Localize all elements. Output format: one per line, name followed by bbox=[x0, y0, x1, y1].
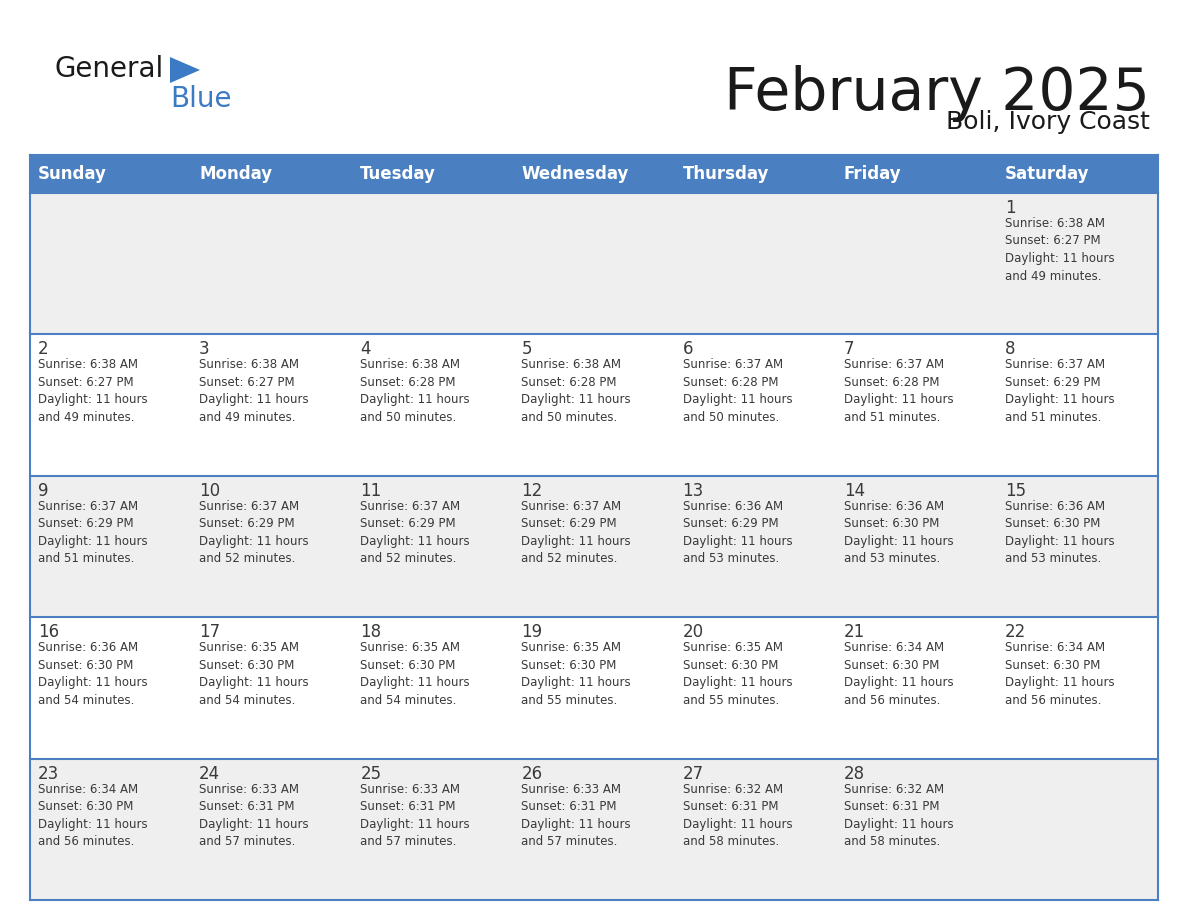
Text: Sunrise: 6:33 AM
Sunset: 6:31 PM
Daylight: 11 hours
and 57 minutes.: Sunrise: 6:33 AM Sunset: 6:31 PM Dayligh… bbox=[522, 783, 631, 848]
Text: Sunrise: 6:35 AM
Sunset: 6:30 PM
Daylight: 11 hours
and 55 minutes.: Sunrise: 6:35 AM Sunset: 6:30 PM Dayligh… bbox=[522, 641, 631, 707]
Text: 9: 9 bbox=[38, 482, 49, 499]
Text: Sunrise: 6:37 AM
Sunset: 6:28 PM
Daylight: 11 hours
and 51 minutes.: Sunrise: 6:37 AM Sunset: 6:28 PM Dayligh… bbox=[843, 358, 953, 424]
Text: Sunrise: 6:37 AM
Sunset: 6:29 PM
Daylight: 11 hours
and 51 minutes.: Sunrise: 6:37 AM Sunset: 6:29 PM Dayligh… bbox=[1005, 358, 1114, 424]
Text: Sunrise: 6:37 AM
Sunset: 6:28 PM
Daylight: 11 hours
and 50 minutes.: Sunrise: 6:37 AM Sunset: 6:28 PM Dayligh… bbox=[683, 358, 792, 424]
Text: Sunrise: 6:36 AM
Sunset: 6:29 PM
Daylight: 11 hours
and 53 minutes.: Sunrise: 6:36 AM Sunset: 6:29 PM Dayligh… bbox=[683, 499, 792, 565]
Text: 13: 13 bbox=[683, 482, 703, 499]
Bar bbox=[30, 155, 1158, 193]
Text: Sunrise: 6:33 AM
Sunset: 6:31 PM
Daylight: 11 hours
and 57 minutes.: Sunrise: 6:33 AM Sunset: 6:31 PM Dayligh… bbox=[360, 783, 470, 848]
Text: Tuesday: Tuesday bbox=[360, 165, 436, 183]
Text: 1: 1 bbox=[1005, 199, 1016, 217]
Bar bbox=[30, 758, 1158, 900]
Text: Sunrise: 6:38 AM
Sunset: 6:27 PM
Daylight: 11 hours
and 49 minutes.: Sunrise: 6:38 AM Sunset: 6:27 PM Dayligh… bbox=[1005, 217, 1114, 283]
Bar bbox=[30, 334, 1158, 476]
Text: Sunrise: 6:36 AM
Sunset: 6:30 PM
Daylight: 11 hours
and 53 minutes.: Sunrise: 6:36 AM Sunset: 6:30 PM Dayligh… bbox=[1005, 499, 1114, 565]
Text: 19: 19 bbox=[522, 623, 543, 641]
Bar bbox=[30, 193, 1158, 334]
Text: Sunrise: 6:34 AM
Sunset: 6:30 PM
Daylight: 11 hours
and 56 minutes.: Sunrise: 6:34 AM Sunset: 6:30 PM Dayligh… bbox=[1005, 641, 1114, 707]
Text: February 2025: February 2025 bbox=[725, 65, 1150, 122]
Text: Sunrise: 6:35 AM
Sunset: 6:30 PM
Daylight: 11 hours
and 55 minutes.: Sunrise: 6:35 AM Sunset: 6:30 PM Dayligh… bbox=[683, 641, 792, 707]
Text: 8: 8 bbox=[1005, 341, 1016, 358]
Text: Sunrise: 6:38 AM
Sunset: 6:28 PM
Daylight: 11 hours
and 50 minutes.: Sunrise: 6:38 AM Sunset: 6:28 PM Dayligh… bbox=[522, 358, 631, 424]
Text: 25: 25 bbox=[360, 765, 381, 783]
Text: Sunrise: 6:35 AM
Sunset: 6:30 PM
Daylight: 11 hours
and 54 minutes.: Sunrise: 6:35 AM Sunset: 6:30 PM Dayligh… bbox=[200, 641, 309, 707]
Text: 10: 10 bbox=[200, 482, 220, 499]
Text: Sunrise: 6:34 AM
Sunset: 6:30 PM
Daylight: 11 hours
and 56 minutes.: Sunrise: 6:34 AM Sunset: 6:30 PM Dayligh… bbox=[843, 641, 953, 707]
Text: 26: 26 bbox=[522, 765, 543, 783]
Text: Wednesday: Wednesday bbox=[522, 165, 628, 183]
Text: Sunrise: 6:36 AM
Sunset: 6:30 PM
Daylight: 11 hours
and 54 minutes.: Sunrise: 6:36 AM Sunset: 6:30 PM Dayligh… bbox=[38, 641, 147, 707]
Text: Sunrise: 6:37 AM
Sunset: 6:29 PM
Daylight: 11 hours
and 52 minutes.: Sunrise: 6:37 AM Sunset: 6:29 PM Dayligh… bbox=[360, 499, 470, 565]
Text: 3: 3 bbox=[200, 341, 210, 358]
Bar bbox=[30, 617, 1158, 758]
Text: 18: 18 bbox=[360, 623, 381, 641]
Text: Sunrise: 6:38 AM
Sunset: 6:28 PM
Daylight: 11 hours
and 50 minutes.: Sunrise: 6:38 AM Sunset: 6:28 PM Dayligh… bbox=[360, 358, 470, 424]
Text: 12: 12 bbox=[522, 482, 543, 499]
Text: Friday: Friday bbox=[843, 165, 902, 183]
Text: 17: 17 bbox=[200, 623, 220, 641]
Text: 24: 24 bbox=[200, 765, 220, 783]
Text: Sunrise: 6:37 AM
Sunset: 6:29 PM
Daylight: 11 hours
and 52 minutes.: Sunrise: 6:37 AM Sunset: 6:29 PM Dayligh… bbox=[522, 499, 631, 565]
Text: 15: 15 bbox=[1005, 482, 1026, 499]
Text: Sunrise: 6:32 AM
Sunset: 6:31 PM
Daylight: 11 hours
and 58 minutes.: Sunrise: 6:32 AM Sunset: 6:31 PM Dayligh… bbox=[843, 783, 953, 848]
Text: Sunrise: 6:38 AM
Sunset: 6:27 PM
Daylight: 11 hours
and 49 minutes.: Sunrise: 6:38 AM Sunset: 6:27 PM Dayligh… bbox=[38, 358, 147, 424]
Text: 16: 16 bbox=[38, 623, 59, 641]
Text: General: General bbox=[55, 55, 164, 83]
Text: Boli, Ivory Coast: Boli, Ivory Coast bbox=[946, 110, 1150, 134]
Text: Sunday: Sunday bbox=[38, 165, 107, 183]
Text: Saturday: Saturday bbox=[1005, 165, 1089, 183]
Text: 11: 11 bbox=[360, 482, 381, 499]
Text: Sunrise: 6:37 AM
Sunset: 6:29 PM
Daylight: 11 hours
and 51 minutes.: Sunrise: 6:37 AM Sunset: 6:29 PM Dayligh… bbox=[38, 499, 147, 565]
Text: 21: 21 bbox=[843, 623, 865, 641]
Bar bbox=[30, 476, 1158, 617]
Text: Blue: Blue bbox=[170, 85, 232, 113]
Text: Sunrise: 6:36 AM
Sunset: 6:30 PM
Daylight: 11 hours
and 53 minutes.: Sunrise: 6:36 AM Sunset: 6:30 PM Dayligh… bbox=[843, 499, 953, 565]
Text: Sunrise: 6:35 AM
Sunset: 6:30 PM
Daylight: 11 hours
and 54 minutes.: Sunrise: 6:35 AM Sunset: 6:30 PM Dayligh… bbox=[360, 641, 470, 707]
Text: 6: 6 bbox=[683, 341, 693, 358]
Text: 4: 4 bbox=[360, 341, 371, 358]
Text: 22: 22 bbox=[1005, 623, 1026, 641]
Text: Sunrise: 6:33 AM
Sunset: 6:31 PM
Daylight: 11 hours
and 57 minutes.: Sunrise: 6:33 AM Sunset: 6:31 PM Dayligh… bbox=[200, 783, 309, 848]
Text: Thursday: Thursday bbox=[683, 165, 769, 183]
Text: Monday: Monday bbox=[200, 165, 272, 183]
Text: 14: 14 bbox=[843, 482, 865, 499]
Text: 7: 7 bbox=[843, 341, 854, 358]
Text: 28: 28 bbox=[843, 765, 865, 783]
Text: 5: 5 bbox=[522, 341, 532, 358]
Text: Sunrise: 6:34 AM
Sunset: 6:30 PM
Daylight: 11 hours
and 56 minutes.: Sunrise: 6:34 AM Sunset: 6:30 PM Dayligh… bbox=[38, 783, 147, 848]
Text: 27: 27 bbox=[683, 765, 703, 783]
Text: 2: 2 bbox=[38, 341, 49, 358]
Text: 20: 20 bbox=[683, 623, 703, 641]
Text: Sunrise: 6:38 AM
Sunset: 6:27 PM
Daylight: 11 hours
and 49 minutes.: Sunrise: 6:38 AM Sunset: 6:27 PM Dayligh… bbox=[200, 358, 309, 424]
Text: 23: 23 bbox=[38, 765, 59, 783]
Text: Sunrise: 6:37 AM
Sunset: 6:29 PM
Daylight: 11 hours
and 52 minutes.: Sunrise: 6:37 AM Sunset: 6:29 PM Dayligh… bbox=[200, 499, 309, 565]
Polygon shape bbox=[170, 57, 200, 83]
Text: Sunrise: 6:32 AM
Sunset: 6:31 PM
Daylight: 11 hours
and 58 minutes.: Sunrise: 6:32 AM Sunset: 6:31 PM Dayligh… bbox=[683, 783, 792, 848]
